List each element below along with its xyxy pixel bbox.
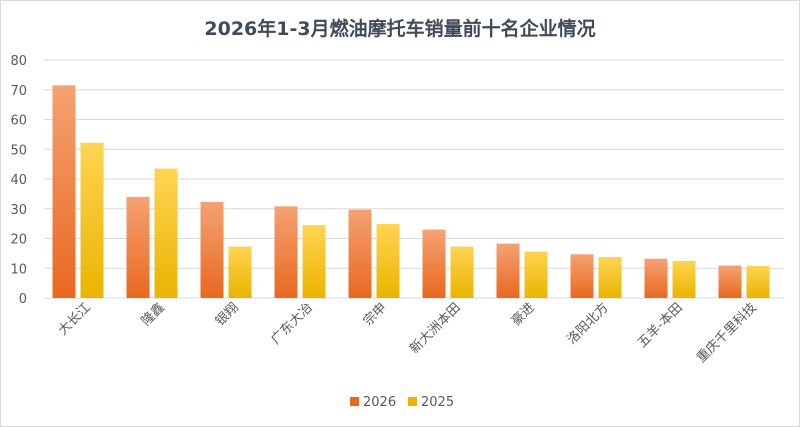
- legend-label-2026: 2026: [363, 395, 396, 410]
- bar-2025-5: [450, 246, 474, 298]
- bar-2026-3: [274, 206, 298, 298]
- x-category-label: 新大洲本田: [407, 300, 464, 357]
- y-tick-label: 60: [10, 114, 27, 129]
- bar-2026-9: [718, 265, 742, 298]
- bars: [52, 85, 770, 298]
- bar-2025-3: [302, 225, 326, 298]
- x-category-label: 广东大冶: [268, 300, 315, 347]
- bar-2025-7: [598, 256, 622, 298]
- bar-2026-5: [422, 229, 446, 298]
- legend-swatch-2025: [408, 397, 417, 406]
- x-category-label: 隆鑫: [138, 300, 168, 330]
- x-category-label: 大长江: [56, 300, 94, 338]
- y-tick-label: 10: [10, 262, 27, 277]
- bar-2026-7: [570, 254, 594, 298]
- x-axis-labels: 大长江 隆鑫 银翔 广东大冶 宗申 新大洲本田 豪进 洛阳北方 五羊-本田 重庆千里科技: [56, 300, 760, 366]
- bar-2026-1: [126, 196, 150, 298]
- bar-2025-8: [672, 260, 696, 298]
- legend: 2026 2025: [350, 395, 454, 410]
- y-tick-label: 70: [10, 84, 27, 99]
- bar-2025-2: [228, 246, 252, 298]
- y-tick-label: 80: [10, 54, 27, 69]
- y-tick-label: 30: [10, 203, 27, 218]
- bar-2025-0: [80, 142, 104, 298]
- x-category-label: 重庆千里科技: [693, 300, 759, 366]
- legend-swatch-2026: [350, 397, 359, 406]
- bar-2025-6: [524, 251, 548, 298]
- bar-2026-6: [496, 243, 520, 298]
- x-category-label: 豪进: [508, 300, 538, 330]
- y-axis-ticks: 0 10 20 30 40 50 60 70 80: [10, 54, 27, 307]
- y-tick-label: 50: [10, 143, 27, 158]
- x-category-label: 五羊-本田: [634, 300, 685, 351]
- legend-label-2025: 2025: [421, 395, 454, 410]
- bar-2025-4: [376, 223, 400, 298]
- y-tick-label: 20: [10, 233, 27, 248]
- y-tick-label: 0: [19, 292, 27, 307]
- bar-2026-0: [52, 85, 76, 298]
- bar-2026-8: [644, 258, 668, 298]
- bar-2026-2: [200, 201, 224, 298]
- x-category-label: 洛阳北方: [564, 300, 612, 348]
- bar-2025-1: [154, 168, 178, 298]
- x-category-label: 宗申: [360, 300, 390, 330]
- bar-2025-9: [746, 265, 770, 298]
- chart-title: 2026年1-3月燃油摩托车销量前十名企业情况: [204, 18, 596, 40]
- bar-2026-4: [348, 209, 372, 298]
- x-category-label: 银翔: [213, 300, 242, 329]
- y-tick-label: 40: [10, 173, 27, 188]
